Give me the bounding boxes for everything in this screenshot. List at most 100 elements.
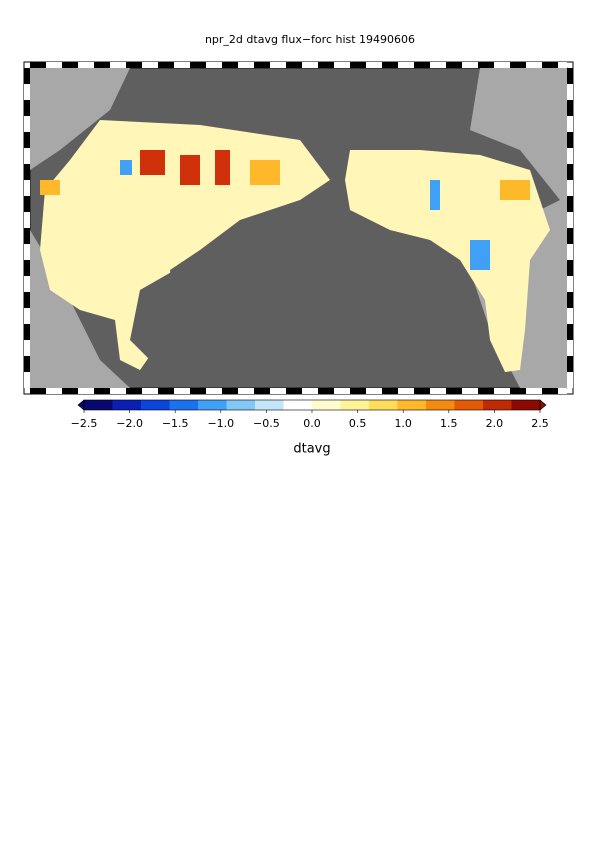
frame-tick <box>398 388 414 394</box>
frame-tick <box>542 62 558 68</box>
colorbar-segment <box>283 400 313 410</box>
frame-tick <box>286 388 302 394</box>
frame-tick <box>334 388 350 394</box>
frame-tick <box>24 180 30 196</box>
frame-tick <box>24 228 30 244</box>
colorbar-tick-label: −0.5 <box>253 417 280 430</box>
frame-tick <box>542 388 558 394</box>
frame-tick <box>174 62 190 68</box>
frame-tick <box>286 62 302 68</box>
frame-tick <box>24 116 30 132</box>
frame-tick <box>567 68 573 84</box>
frame-tick <box>24 308 30 324</box>
frame-tick <box>526 388 542 394</box>
frame-tick <box>478 388 494 394</box>
data-field <box>140 150 230 185</box>
frame-tick <box>462 388 478 394</box>
colorbar-tick-label: −1.0 <box>207 417 234 430</box>
frame-tick <box>567 340 573 356</box>
frame-tick <box>24 276 30 292</box>
sea <box>130 270 180 360</box>
frame-tick <box>142 62 158 68</box>
colorbar-segment <box>198 400 227 410</box>
frame-tick <box>414 388 430 394</box>
frame-tick <box>567 212 573 228</box>
frame-tick <box>567 244 573 260</box>
frame-tick <box>46 62 62 68</box>
frame-tick <box>94 388 110 394</box>
colorbar-tick-label: 1.0 <box>394 417 412 430</box>
frame-tick <box>24 164 30 180</box>
frame-tick <box>222 388 238 394</box>
frame-tick <box>206 388 222 394</box>
colorbar-segment <box>226 400 256 410</box>
frame-tick <box>526 62 542 68</box>
colorbar-segment <box>84 400 113 410</box>
frame-tick <box>190 388 206 394</box>
frame-tick <box>254 388 270 394</box>
frame-tick <box>126 388 142 394</box>
land <box>485 90 550 140</box>
frame-tick <box>94 62 110 68</box>
frame-tick <box>494 62 510 68</box>
frame-tick <box>24 324 30 340</box>
colorbar-segment <box>483 400 512 410</box>
frame-tick <box>350 62 366 68</box>
frame-tick <box>158 62 174 68</box>
colorbar-label: dtavg <box>293 442 330 457</box>
colorbar-end <box>77 399 85 411</box>
colorbar-segment <box>141 400 170 410</box>
frame-tick <box>142 388 158 394</box>
frame-tick <box>190 62 206 68</box>
frame-tick <box>24 84 30 100</box>
frame-tick <box>24 340 30 356</box>
colorbar-segment <box>340 400 370 410</box>
frame-tick <box>238 62 254 68</box>
frame-tick <box>567 292 573 308</box>
frame-tick <box>567 308 573 324</box>
colorbar-tick-label: 2.5 <box>531 417 549 430</box>
frame-tick <box>567 324 573 340</box>
land <box>30 68 130 170</box>
colorbar-tick-label: −2.5 <box>71 417 98 430</box>
colorbar-segment <box>312 400 341 410</box>
colorbar-tick-label: −1.5 <box>162 417 189 430</box>
frame-tick <box>222 62 238 68</box>
frame-tick <box>446 388 462 394</box>
frame-tick <box>567 260 573 276</box>
frame-tick <box>206 62 222 68</box>
frame-tick <box>238 388 254 394</box>
frame-tick <box>270 388 286 394</box>
frame-tick <box>558 62 567 68</box>
frame-tick <box>567 228 573 244</box>
frame-tick <box>567 132 573 148</box>
frame-tick <box>318 388 334 394</box>
frame-tick <box>24 356 30 372</box>
frame-tick <box>567 116 573 132</box>
frame-tick <box>24 372 30 388</box>
frame-tick <box>24 100 30 116</box>
colorbar-segment <box>511 400 541 410</box>
frame-tick <box>174 388 190 394</box>
frame-tick <box>446 62 462 68</box>
frame-tick <box>430 62 446 68</box>
frame-tick <box>302 388 318 394</box>
frame-tick <box>567 180 573 196</box>
frame-tick <box>318 62 334 68</box>
colorbar-segment <box>426 400 455 410</box>
frame-tick <box>24 212 30 228</box>
frame-tick <box>24 132 30 148</box>
frame-tick <box>366 62 382 68</box>
frame-tick <box>254 62 270 68</box>
frame-tick <box>510 388 526 394</box>
colorbar-segment <box>397 400 427 410</box>
frame-tick <box>382 62 398 68</box>
frame-tick <box>478 62 494 68</box>
frame-tick <box>24 196 30 212</box>
colorbar-tick-label: −2.0 <box>116 417 143 430</box>
frame-tick <box>567 100 573 116</box>
colorbar-tick-label: 0.5 <box>349 417 367 430</box>
colorbar-segment <box>112 400 142 410</box>
frame-tick <box>334 62 350 68</box>
colorbar-segment <box>454 400 484 410</box>
